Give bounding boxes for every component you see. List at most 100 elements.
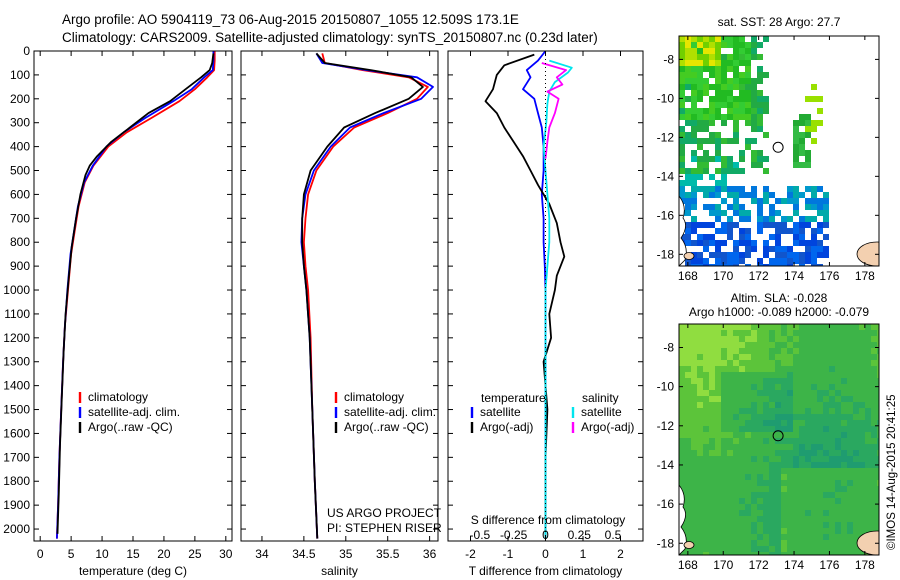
temperature-panel-line-2 [56,53,215,534]
island-southeast [856,530,879,555]
lon-tick-label: 172 [749,269,769,283]
salinity-panel-legend-label: climatology [344,390,404,404]
depth-tick-label: 600 [10,187,30,201]
argo-position-marker [772,141,784,153]
lat-tick-label: -18 [657,247,675,261]
temperature-panel-legend-label: climatology [88,390,148,404]
lon-tick-label: 168 [678,269,698,283]
depth-tick-label: 700 [10,211,30,225]
page-title-line2: Climatology: CARS2009. Satellite-adjuste… [62,30,598,45]
salinity-panel-xtick-label: 34 [255,547,269,561]
island-southwest [683,252,695,260]
difference-panel-xtick-label: 2 [617,547,624,561]
difference-panel-xtick-label: -2 [465,547,476,561]
depth-tick-label: 1900 [3,498,30,512]
difference-panel-xtick-label: 1 [580,547,587,561]
sst-map-frame [678,35,880,267]
temperature-panel-xtick-label: 5 [68,547,75,561]
lon-tick-label: 178 [855,269,875,283]
difference-panel-line-0 [522,50,547,539]
lat-tick-label: -10 [657,91,675,105]
difference-legend-label: Argo(-adj) [581,420,634,434]
difference-legend-label: satellite [480,405,521,419]
lat-tick-label: -8 [663,52,674,66]
lon-tick-label: 176 [819,269,839,283]
salinity-panel-xtick-label: 35.5 [376,547,400,561]
difference-legend-label: satellite [581,405,622,419]
temperature-panel-xtick-label: 30 [219,547,233,561]
sla-map: 168 170 172 174 176 178 -8 -10 -12 -14 -16 -18 [657,323,880,572]
temperature-panel-legend-label: satellite-adj. clim. [88,405,180,419]
salinity-panel-xlabel: salinity [321,564,358,578]
lon-tick-label: 168 [678,558,698,572]
temperature-panel-xtick-label: 15 [126,547,140,561]
legend-title-temperature: temperature [481,391,546,405]
salinity-panel-xtick-label: 36 [423,547,437,561]
legend-title-salinity: salinity [582,391,619,405]
depth-tick-label: 200 [10,92,30,106]
temperature-panel-legend-label: Argo(..raw -QC) [88,420,173,434]
depth-tick-label: 500 [10,164,30,178]
salinity-panel-frame [240,50,439,542]
difference-panel-xlabel: T difference from climatology [469,564,623,578]
depth-tick-label: 1200 [3,331,30,345]
salinity-panel-legend-label: satellite-adj. clim. [344,405,436,419]
temperature-panel: 0 5 10 15 20 25 300100200300400500600700800900… [3,44,233,578]
salinity-panel: 34 34.5 35 35.5 36 salinity [240,50,439,578]
depth-tick-label: 1300 [3,355,30,369]
sst-map-field [679,36,879,266]
lon-tick-label: 178 [855,558,875,572]
depth-tick-label: 300 [10,116,30,130]
salinity-panel-line-0 [302,53,429,539]
salinity-difference-tick-label: 0 [542,528,549,542]
sst-map-title: sat. SST: 28 Argo: 27.7 [718,15,841,29]
sla-map-field [679,324,879,555]
difference-panel-line-1 [484,53,566,539]
difference-panel-line-3 [541,62,567,159]
argo-position-marker [772,430,784,442]
salinity-panel-line-1 [300,52,434,539]
salinity-difference-tick-label: -0.25 [500,528,528,542]
sla-map-subtitle: Argo h1000: -0.089 h2000: -0.079 [689,305,869,319]
difference-panel-line-2 [542,59,573,539]
depth-tick-label: 1600 [3,426,30,440]
difference-panel-xtick-label: -1 [503,547,514,561]
salinity-panel-xtick-label: 34.5 [292,547,316,561]
depth-tick-label: 1700 [3,450,30,464]
lat-tick-label: -12 [657,419,675,433]
salinity-panel-xtick-label: 35 [339,547,353,561]
lon-tick-label: 174 [784,269,804,283]
temperature-panel-xtick-label: 25 [188,547,202,561]
sla-map-frame [678,323,880,556]
lon-tick-label: 170 [713,269,733,283]
salinity-difference-tick-label: -0.5 [470,528,491,542]
sst-map: 168 170 172 174 176 178 -8 -10 -12 -14 -16 -18 [657,35,880,283]
salinity-difference-axis-label: S difference from climatology [471,513,626,527]
sla-map-title: Altim. SLA: -0.028 [731,291,828,305]
depth-tick-label: 1500 [3,403,30,417]
page-title-line1: Argo profile: AO 5904119_73 06-Aug-2015 … [62,12,519,27]
island-southwest [683,541,695,549]
lat-tick-label: -14 [657,169,675,183]
lon-tick-label: 172 [749,558,769,572]
lat-tick-label: -16 [657,497,675,511]
depth-tick-label: 1800 [3,474,30,488]
temperature-panel-xtick-label: 20 [157,547,171,561]
depth-tick-label: 1000 [3,283,30,297]
lat-tick-label: -10 [657,380,675,394]
depth-tick-label: 1400 [3,379,30,393]
lat-tick-label: -16 [657,208,675,222]
salinity-panel-line-2 [301,52,424,539]
lat-tick-label: -8 [663,340,674,354]
island-southeast [856,241,879,266]
salinity-difference-tick-label: 0.25 [568,528,592,542]
salinity-difference-tick-label: 0.5 [605,528,622,542]
lon-tick-label: 174 [784,558,804,572]
difference-legend-label: Argo(-adj) [480,420,533,434]
lat-tick-label: -18 [657,536,675,550]
project-annotation: US ARGO PROJECT [327,506,442,520]
temperature-panel-xlabel: temperature (deg C) [79,564,187,578]
depth-tick-label: 800 [10,235,30,249]
temperature-panel-xtick-label: 10 [95,547,109,561]
